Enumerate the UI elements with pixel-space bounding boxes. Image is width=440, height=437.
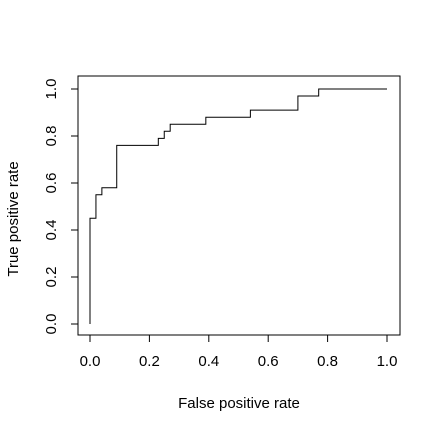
y-tick-label: 0.0 bbox=[43, 314, 60, 335]
x-tick-label: 0.4 bbox=[198, 353, 219, 370]
x-tick-label: 1.0 bbox=[377, 353, 398, 370]
x-tick-label: 0.8 bbox=[317, 353, 338, 370]
x-tick-label: 0.6 bbox=[258, 353, 279, 370]
y-tick-label: 1.0 bbox=[43, 79, 60, 100]
x-axis-title: False positive rate bbox=[178, 395, 300, 412]
y-tick-label: 0.4 bbox=[43, 220, 60, 241]
x-tick-label: 0.0 bbox=[80, 353, 101, 370]
x-tick-label: 0.2 bbox=[139, 353, 160, 370]
y-tick-label: 0.2 bbox=[43, 267, 60, 288]
roc-curve-line bbox=[89, 88, 387, 324]
plot-area bbox=[89, 88, 387, 324]
y-axis-title: True positive rate bbox=[5, 161, 22, 276]
y-axis: 0.0 0.2 0.4 0.6 0.8 1.0 bbox=[43, 79, 79, 335]
plot-frame bbox=[77, 75, 401, 336]
y-tick-label: 0.8 bbox=[43, 126, 60, 147]
x-axis: 0.0 0.2 0.4 0.6 0.8 1.0 bbox=[80, 334, 398, 370]
y-tick-label: 0.6 bbox=[43, 173, 60, 194]
